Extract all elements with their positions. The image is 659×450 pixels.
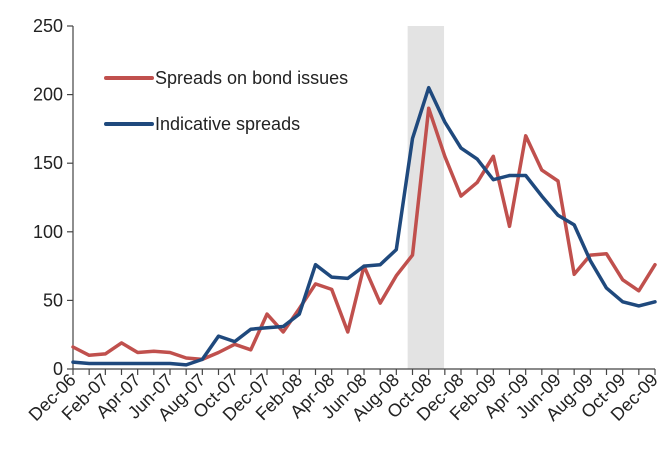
legend-label-bond-issues: Spreads on bond issues	[155, 68, 348, 88]
y-tick-label: 100	[33, 222, 63, 242]
shaded-region	[407, 26, 445, 369]
y-tick-label: 250	[33, 16, 63, 36]
y-tick-label: 150	[33, 153, 63, 173]
legend-item-indicative-spreads: Indicative spreads	[104, 114, 300, 134]
shaded-region-layer	[407, 26, 445, 369]
y-tick-label: 200	[33, 85, 63, 105]
series-lines	[71, 85, 657, 367]
y-tick-label: 50	[43, 290, 63, 310]
legend-item-bond-issues: Spreads on bond issues	[104, 68, 348, 88]
series-line-indicative-spreads	[71, 85, 657, 367]
legend: Spreads on bond issues Indicative spread…	[104, 68, 348, 134]
y-tick-label: 0	[53, 359, 63, 379]
legend-label-indicative-spreads: Indicative spreads	[155, 114, 300, 134]
y-tick-labels: 0 50 100 150 200 250	[33, 16, 63, 379]
axes	[67, 25, 656, 375]
